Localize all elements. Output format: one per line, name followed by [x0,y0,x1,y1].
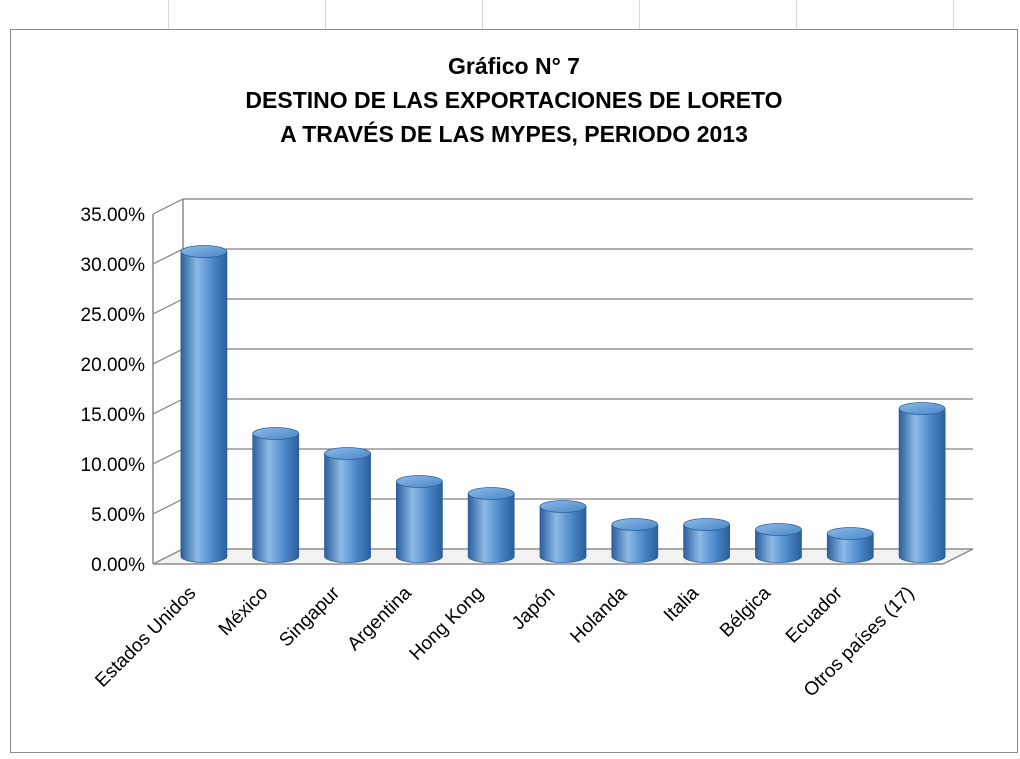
chart-title-line-3: A TRAVÉS DE LAS MYPES, PERIODO 2013 [280,120,748,147]
sheet-column-line [639,0,640,30]
y-tick-label: 0.00% [91,555,145,576]
chart-title-line-2: DESTINO DE LAS EXPORTACIONES DE LORETO [245,87,782,113]
bar-body [826,533,874,563]
y-tick-label: 15.00% [81,405,146,426]
bar-body [898,408,946,563]
bar [324,447,371,563]
bar [539,500,587,563]
x-tick-label: Ecuador [782,582,847,647]
bar [826,527,874,563]
bar-top [826,527,874,540]
x-tick-label: Hong Kong [406,583,488,665]
bar-body [467,493,515,563]
bar-body [395,481,443,563]
sheet-column-line [168,0,169,30]
bar-top [252,427,300,440]
sheet-column-line [953,0,954,30]
x-axis-ticks: Estados Unidos México Singapur ArgentinaHon… [91,582,918,701]
x-tick-label: Bélgica [716,582,775,641]
bar-body [755,529,802,563]
y-tick-label: 35.00% [81,205,146,226]
bar-top [180,245,228,258]
bar-top [755,523,802,536]
sheet-column-line [325,0,326,30]
gridline-depth [152,298,184,315]
x-tick-label: Japón [508,583,559,634]
x-tick-label: Singapur [275,582,344,651]
bar [180,245,228,563]
bar-body [180,251,228,563]
bar-top [611,518,659,531]
gridline-depth [152,448,184,465]
chart-title: Gráfico N° 7 DESTINO DE LAS EXPORTACIONE… [245,53,782,147]
bar [683,518,731,563]
chart-area[interactable]: Gráfico N° 7 DESTINO DE LAS EXPORTACIONE… [10,29,1018,753]
gridlines [152,198,973,515]
x-tick-label: Italia [660,582,704,626]
bar-top [467,487,515,500]
bar-body [324,453,371,563]
sheet-column-line [482,0,483,30]
x-tick-label: México [215,583,272,640]
x-tick-label: Argentina [344,582,417,655]
bar [467,487,515,563]
gridline-depth [152,398,184,415]
gridline-depth [152,198,184,215]
bar [252,427,300,563]
y-tick-label: 30.00% [81,255,146,276]
bar [395,475,443,563]
y-tick-label: 5.00% [91,505,145,526]
bar-top [898,402,946,415]
bar-top [324,447,371,460]
gridline-depth [152,348,184,365]
bar-top [395,475,443,488]
y-tick-label: 10.00% [81,455,146,476]
y-axis-ticks: 0.00% 5.00% 10.00% 15.00% 20.00% 25.00% 30.00%… [81,205,146,576]
gridline-depth [152,498,184,515]
y-tick-label: 25.00% [81,305,146,326]
x-tick-label: Holanda [566,582,631,647]
bar-body [539,506,587,563]
bar-body [683,524,731,563]
bar [755,523,802,563]
bar-top [683,518,731,531]
bar-body [611,524,659,563]
bars [180,245,946,563]
x-tick-label: Estados Unidos [91,583,200,692]
sheet-column-line [796,0,797,30]
bar [898,402,946,563]
bar [611,518,659,563]
chart-title-line-1: Gráfico N° 7 [448,53,580,79]
bar-body [252,433,300,563]
y-tick-label: 20.00% [81,355,146,376]
gridline-depth [152,248,184,265]
bar-top [539,500,587,513]
bar-chart: Gráfico N° 7 DESTINO DE LAS EXPORTACIONE… [81,53,974,701]
